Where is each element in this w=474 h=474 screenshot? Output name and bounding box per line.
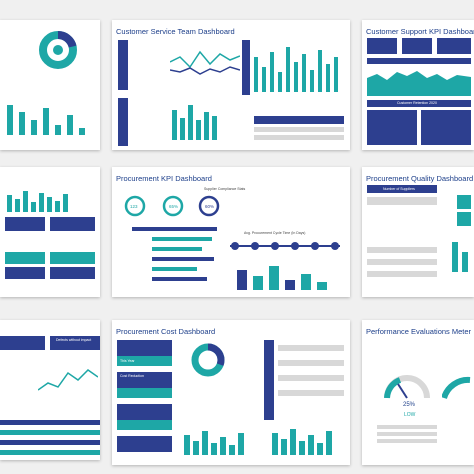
bar-row bbox=[152, 267, 197, 271]
gauge-level: LOW bbox=[404, 412, 416, 418]
kpi-tile bbox=[437, 38, 471, 54]
table-row bbox=[278, 390, 344, 396]
list-item bbox=[377, 432, 437, 436]
cost-subtile bbox=[117, 388, 172, 398]
list-item bbox=[367, 259, 437, 265]
line-chart bbox=[38, 369, 98, 391]
table-row bbox=[278, 345, 344, 351]
bar-row bbox=[152, 247, 202, 251]
table-row bbox=[278, 360, 344, 366]
kpi-tile bbox=[421, 110, 471, 145]
defects-label: Defects without impact bbox=[56, 338, 92, 342]
cycle-timeline bbox=[230, 242, 340, 250]
table-row bbox=[254, 127, 344, 132]
kpi-circle bbox=[198, 195, 220, 217]
tile bbox=[5, 252, 45, 264]
bar-row bbox=[152, 277, 207, 281]
donut-chart bbox=[191, 343, 225, 377]
page-title: Procurement KPI Dashboard bbox=[116, 174, 212, 183]
tile bbox=[5, 267, 45, 279]
tile bbox=[50, 267, 95, 279]
cost-subtile bbox=[117, 420, 172, 430]
card-procurement-quality[interactable]: Procurement Quality Dashboard Number of … bbox=[362, 167, 474, 297]
page-title: Procurement Cost Dashboard bbox=[116, 327, 216, 336]
list-item bbox=[377, 425, 437, 429]
chart-header bbox=[367, 58, 471, 64]
bar-row bbox=[0, 420, 100, 425]
tile bbox=[5, 217, 45, 231]
compliance-label: Supplier Compliance Stats bbox=[204, 187, 246, 191]
bar-chart bbox=[184, 431, 244, 455]
cost-tile: Cost Reduction bbox=[117, 372, 172, 388]
cost-tile bbox=[117, 436, 172, 452]
kpi-circle bbox=[162, 195, 184, 217]
bar-chart bbox=[7, 105, 85, 135]
card-customer-support[interactable]: Customer Support KPI Dashboard Customer … bbox=[362, 20, 474, 150]
bar-row bbox=[152, 237, 212, 241]
cost-tile bbox=[117, 340, 172, 356]
kpi-value: 123 bbox=[130, 204, 138, 209]
list-item bbox=[377, 439, 437, 443]
cycle-label: Avg. Procurement Cycle Time (In Days) bbox=[244, 231, 306, 235]
kpi-tile bbox=[402, 38, 432, 54]
kpi-side-label bbox=[118, 40, 128, 90]
card-defects[interactable]: Defects without impact bbox=[0, 320, 100, 460]
suppliers-label: Number of Suppliers bbox=[383, 187, 415, 191]
page-title: Performance Evaluations Meter bbox=[366, 327, 472, 336]
list-item bbox=[367, 271, 437, 277]
cost-reduction-label: Cost Reduction bbox=[120, 374, 144, 378]
bar-row bbox=[0, 430, 100, 435]
retention-label: Customer Retention 2020 bbox=[397, 101, 437, 105]
bar-row bbox=[132, 227, 217, 231]
list-item bbox=[367, 247, 437, 253]
card-performance-meter[interactable]: Performance Evaluations Meter 25% LOW bbox=[362, 320, 474, 465]
donut-chart bbox=[39, 31, 77, 69]
gauge-percent: 25% bbox=[403, 402, 416, 408]
area-chart bbox=[367, 71, 471, 96]
header-tile bbox=[0, 336, 45, 350]
kpi-side-label bbox=[118, 98, 128, 146]
bar-row bbox=[0, 450, 100, 455]
kpi-value: 60% bbox=[205, 204, 215, 209]
this-year-label: This Year bbox=[120, 359, 135, 363]
line-chart bbox=[170, 50, 240, 75]
kpi-tile bbox=[367, 38, 397, 54]
card-revenue[interactable] bbox=[0, 167, 100, 297]
bar-chart bbox=[237, 266, 327, 290]
retention-header: Customer Retention 2020 bbox=[367, 100, 471, 107]
page-title: Customer Service Team Dashboard bbox=[116, 27, 235, 36]
bar-row bbox=[0, 440, 100, 445]
kpi-circle bbox=[124, 195, 146, 217]
cost-tile bbox=[117, 404, 172, 420]
suppliers-header: Number of Suppliers bbox=[367, 185, 437, 193]
bar-row bbox=[152, 257, 214, 261]
kpi-tile bbox=[367, 110, 417, 145]
card-procurement-kpi[interactable]: Procurement KPI Dashboard 123 65% 60% Su… bbox=[112, 167, 350, 297]
side-tile bbox=[457, 212, 471, 226]
bar-chart bbox=[452, 242, 468, 272]
tile bbox=[50, 252, 95, 264]
header-tile: Defects without impact bbox=[50, 336, 100, 350]
side-tile bbox=[457, 195, 471, 209]
kpi-value: 65% bbox=[169, 204, 179, 209]
card-customer-service[interactable]: Customer Service Team Dashboard bbox=[112, 20, 350, 150]
table-header bbox=[254, 116, 344, 124]
cost-subtile: This Year bbox=[117, 356, 172, 366]
table-row bbox=[254, 135, 344, 140]
tile bbox=[50, 217, 95, 231]
side-panel bbox=[242, 40, 250, 95]
gauge-left bbox=[384, 375, 430, 399]
card-procurement-cost[interactable]: Procurement Cost Dashboard This Year Cos… bbox=[112, 320, 350, 465]
table-row bbox=[278, 375, 344, 381]
list-item bbox=[367, 197, 437, 205]
card-top-left[interactable] bbox=[0, 20, 100, 150]
bar-chart bbox=[172, 105, 217, 140]
side-panel bbox=[264, 340, 274, 420]
gauge-right bbox=[442, 376, 471, 400]
page-title: Procurement Quality Dashboard bbox=[366, 174, 474, 183]
page-title: Customer Support KPI Dashboard bbox=[366, 27, 474, 36]
column-chart bbox=[254, 47, 338, 92]
bar-chart bbox=[7, 191, 68, 212]
bar-chart bbox=[272, 429, 332, 455]
